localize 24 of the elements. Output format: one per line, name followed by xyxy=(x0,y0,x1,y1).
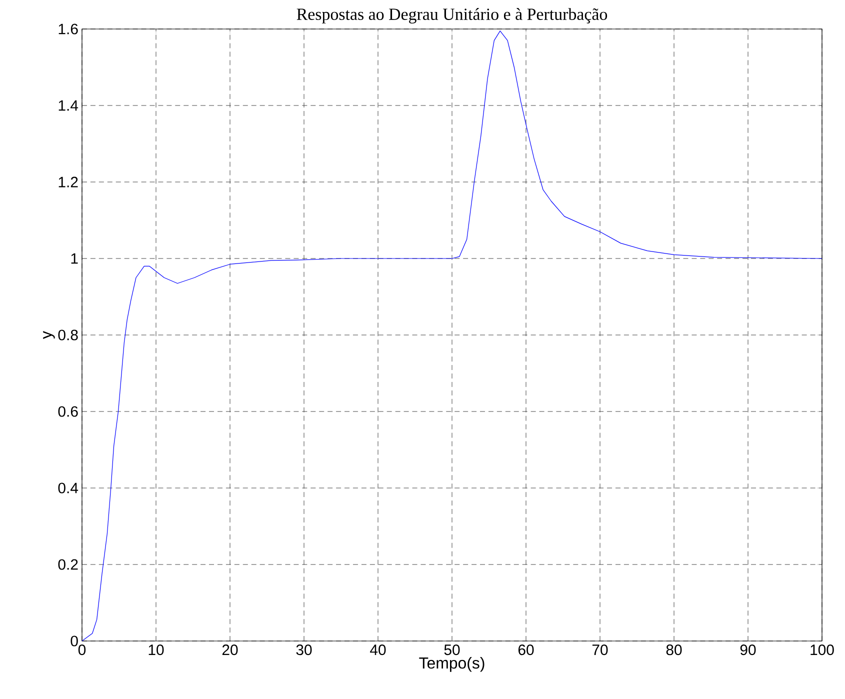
x-tick-label: 80 xyxy=(666,644,682,656)
x-tick-label: 60 xyxy=(518,644,534,656)
y-tick-label: 0.4 xyxy=(58,482,78,494)
x-tick-label: 10 xyxy=(148,644,164,656)
chart-title: Respostas ao Degrau Unitário e à Perturbação xyxy=(296,8,608,24)
y-tick-label: 0 xyxy=(70,636,78,646)
x-tick-label: 40 xyxy=(370,644,386,656)
y-axis-title: y xyxy=(43,331,55,339)
y-tick-label: 0.2 xyxy=(58,559,78,570)
y-tick-label: 0.8 xyxy=(58,330,78,340)
x-tick-label: 50 xyxy=(444,644,460,656)
x-axis-title: Tempo(s) xyxy=(419,656,484,672)
x-tick-label: 30 xyxy=(296,644,312,656)
line-series xyxy=(82,30,822,641)
y-tick-label: 0.6 xyxy=(58,406,78,417)
y-tick-label: 1.2 xyxy=(58,176,78,188)
x-tick-label: 20 xyxy=(222,644,238,656)
x-tick-label: 90 xyxy=(740,644,756,656)
y-tick-label: 1 xyxy=(71,253,78,264)
y-tick-label: 1.4 xyxy=(58,100,78,111)
x-tick-label: 100 xyxy=(810,644,834,656)
y-tick-label: 1.6 xyxy=(58,24,78,34)
x-tick-label: 0 xyxy=(78,644,86,656)
x-tick-label: 70 xyxy=(592,644,608,656)
